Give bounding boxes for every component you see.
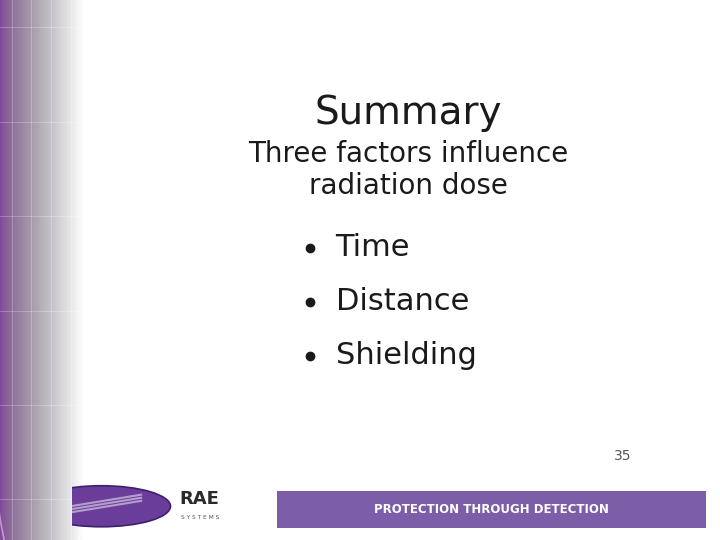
Text: Three factors influence
radiation dose: Three factors influence radiation dose xyxy=(248,140,568,200)
Text: 35: 35 xyxy=(613,449,631,463)
Text: RAE: RAE xyxy=(179,490,219,508)
Text: Summary: Summary xyxy=(315,94,502,132)
FancyBboxPatch shape xyxy=(277,491,706,528)
Circle shape xyxy=(32,486,171,527)
Text: S Y S T E M S: S Y S T E M S xyxy=(181,515,219,520)
Text: PROTECTION THROUGH DETECTION: PROTECTION THROUGH DETECTION xyxy=(374,503,609,516)
Text: Shielding: Shielding xyxy=(336,341,477,370)
Text: Distance: Distance xyxy=(336,287,469,316)
Text: Time: Time xyxy=(336,233,410,262)
